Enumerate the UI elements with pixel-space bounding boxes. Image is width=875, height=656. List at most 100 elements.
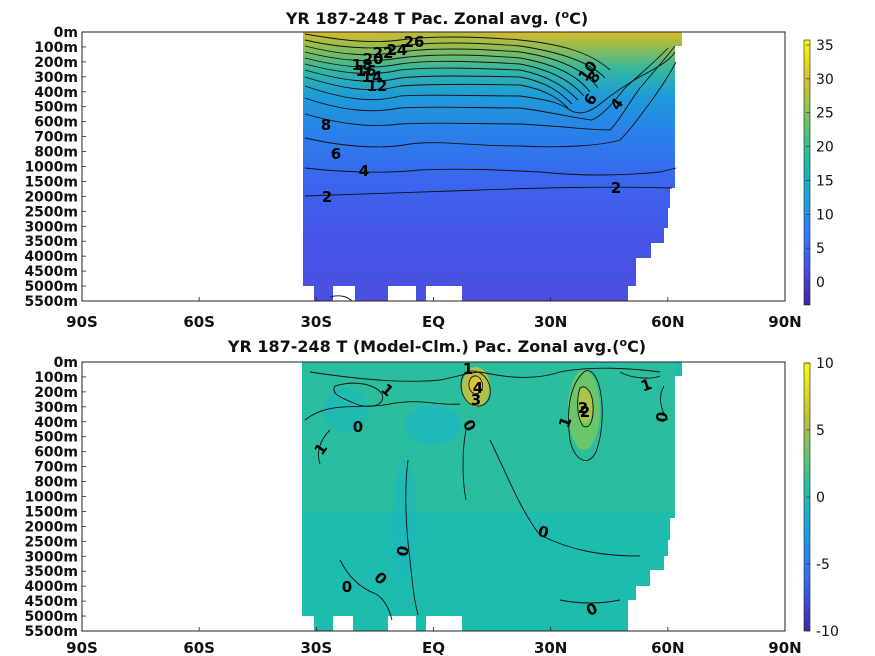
contour-lines: [304, 33, 677, 301]
x-tick-label: 60N: [651, 639, 684, 656]
x-tick-label: 90S: [66, 313, 98, 331]
topography-mask: [388, 286, 416, 301]
colorbar-tick-label: 5: [816, 423, 825, 439]
y-tick-label: 0m: [54, 25, 78, 41]
y-tick-label: 4000m: [24, 579, 78, 595]
y-tick-label: 400m: [34, 85, 78, 101]
contour-label: 1: [463, 360, 473, 378]
y-tick-label: 300m: [34, 400, 78, 416]
y-tick-label: 5500m: [24, 294, 78, 310]
contour-label: 0: [342, 578, 352, 596]
contour-labels: 26 24 22 20 18 16 14 12 10 8 6 4 2 8 6 4…: [321, 33, 627, 206]
x-tick-label: 60N: [651, 313, 684, 331]
y-tick-label: 4500m: [24, 594, 78, 610]
y-tick-label: 500m: [34, 100, 78, 116]
y-tick-label: 800m: [34, 475, 78, 491]
contour-label: 3: [471, 391, 481, 409]
colorbar-tick-label: 25: [816, 106, 834, 122]
y-tick-label: 500m: [34, 430, 78, 446]
y-tick-label: 200m: [34, 385, 78, 401]
colorbar-tick-label: 10: [816, 356, 834, 372]
y-tick-label: 5500m: [24, 624, 78, 640]
contour-label: 20: [363, 50, 384, 68]
colorbar-ticks: 35 30 25 20 15 10 5 0: [806, 38, 834, 291]
x-tick-label: 30N: [534, 639, 567, 656]
x-tick-label: 60S: [183, 313, 215, 331]
colorbar-tick-label: -10: [816, 624, 839, 640]
x-tick-label: EQ: [422, 639, 445, 656]
y-tick-label: 5000m: [24, 279, 78, 295]
x-tick-label: 30N: [534, 313, 567, 331]
contour-label: 12: [367, 77, 388, 95]
contour-label: 18: [352, 56, 373, 74]
x-axis-ticks: 90S 60S 30S EQ 30N 60N 90N: [66, 297, 802, 331]
contour-label: 14: [362, 68, 383, 86]
topography-mask: [303, 286, 314, 301]
y-tick-label: 700m: [34, 460, 78, 476]
colorbar-tick-label: 20: [816, 140, 834, 156]
x-axis-ticks: 90S 60S 30S EQ 30N 60N 90N: [66, 627, 802, 656]
topography-mask: [426, 286, 462, 301]
y-tick-label: 4500m: [24, 264, 78, 280]
y-tick-label: 1000m: [24, 160, 78, 176]
contour-label: 26: [404, 33, 425, 51]
contour-label: 22: [373, 44, 394, 62]
contour-label: 16: [356, 62, 377, 80]
y-tick-label: 100m: [34, 370, 78, 386]
contour-label: 4: [473, 379, 483, 397]
colorbar-tick-label: 0: [816, 490, 825, 506]
contour-label: 4: [359, 162, 369, 180]
contour-label: 0: [652, 410, 672, 423]
topography-mask: [333, 286, 355, 301]
y-tick-label: 1000m: [24, 490, 78, 506]
y-tick-label: 0m: [54, 355, 78, 371]
y-tick-label: 2000m: [24, 189, 78, 205]
y-tick-label: 1500m: [24, 504, 78, 520]
contour-label: 2: [578, 399, 588, 417]
colorbar-tick-label: 30: [816, 72, 834, 88]
y-tick-label: 3500m: [24, 564, 78, 580]
x-tick-label: 30S: [300, 639, 332, 656]
contour-label: 2: [580, 403, 590, 421]
x-tick-label: 30S: [300, 313, 332, 331]
y-axis-ticks: 0m100m200m300m400m500m600m700m800m1000m1…: [24, 355, 86, 640]
x-tick-label: 90S: [66, 639, 98, 656]
y-tick-label: 3000m: [24, 219, 78, 235]
y-tick-label: 2500m: [24, 204, 78, 220]
colorbar: [803, 39, 811, 306]
y-tick-label: 600m: [34, 445, 78, 461]
topography-mask: [302, 616, 314, 631]
topography-mask: [388, 616, 416, 631]
y-tick-label: 300m: [34, 70, 78, 86]
y-tick-label: 800m: [34, 145, 78, 161]
topography-mask: [426, 616, 462, 631]
colorbar-tick-label: 35: [816, 38, 834, 54]
y-tick-label: 1500m: [24, 174, 78, 190]
y-tick-label: 2000m: [24, 519, 78, 535]
x-tick-label: 60S: [183, 639, 215, 656]
y-tick-label: 2500m: [24, 534, 78, 550]
colorbar-tick-label: 15: [816, 173, 834, 189]
y-axis-ticks: 0m100m200m300m400m500m600m700m800m1000m1…: [24, 25, 86, 310]
y-tick-label: 3500m: [24, 234, 78, 250]
colorbar-tick-label: 10: [816, 207, 834, 223]
x-tick-label: 90N: [768, 639, 801, 656]
chart-title: YR 187-248 T Pac. Zonal avg. (oC): [285, 8, 588, 28]
contour-label: 0: [536, 522, 551, 542]
y-tick-label: 3000m: [24, 549, 78, 565]
contour-label: 6: [331, 145, 341, 163]
y-tick-label: 200m: [34, 55, 78, 71]
contour-label: 2: [611, 179, 621, 197]
panel-temperature: YR 187-248 T Pac. Zonal avg. (oC): [24, 8, 834, 331]
y-tick-label: 400m: [34, 415, 78, 431]
y-tick-label: 4000m: [24, 249, 78, 265]
chart-title: YR 187-248 T (Model-Clm.) Pac. Zonal avg…: [227, 336, 646, 356]
colorbar-tick-label: -5: [816, 557, 830, 573]
x-tick-label: EQ: [422, 313, 445, 331]
y-tick-label: 700m: [34, 130, 78, 146]
topography-mask: [333, 616, 353, 631]
contour-lines: [304, 367, 669, 621]
contour-label: 8: [321, 116, 331, 134]
panel-anomaly: YR 187-248 T (Model-Clm.) Pac. Zonal avg…: [24, 336, 838, 656]
